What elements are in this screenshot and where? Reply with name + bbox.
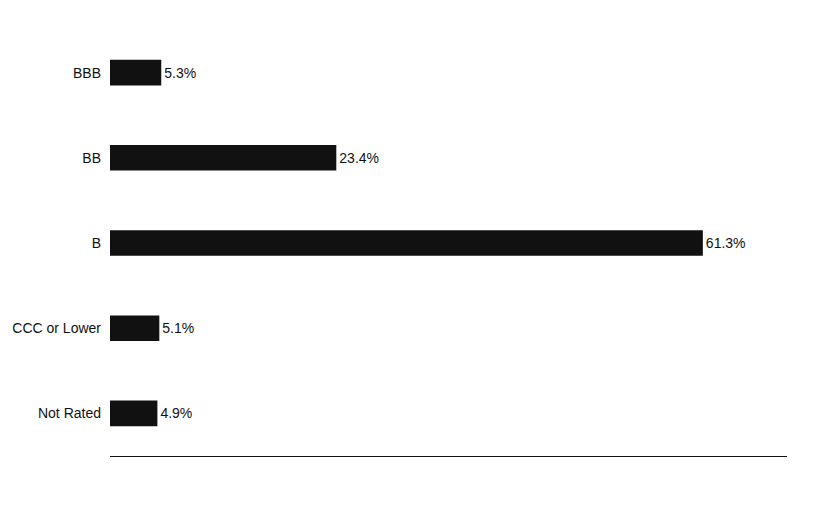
svg-text:BB: BB (82, 150, 101, 166)
svg-text:Not Rated: Not Rated (38, 405, 101, 421)
svg-text:CCC or Lower: CCC or Lower (12, 320, 101, 336)
svg-text:5.1%: 5.1% (162, 320, 194, 336)
svg-text:4.9%: 4.9% (160, 405, 192, 421)
svg-text:61.3%: 61.3% (706, 235, 746, 251)
svg-text:5.3%: 5.3% (164, 65, 196, 81)
svg-text:BBB: BBB (73, 65, 101, 81)
svg-text:23.4%: 23.4% (339, 150, 379, 166)
svg-text:B: B (92, 235, 101, 251)
